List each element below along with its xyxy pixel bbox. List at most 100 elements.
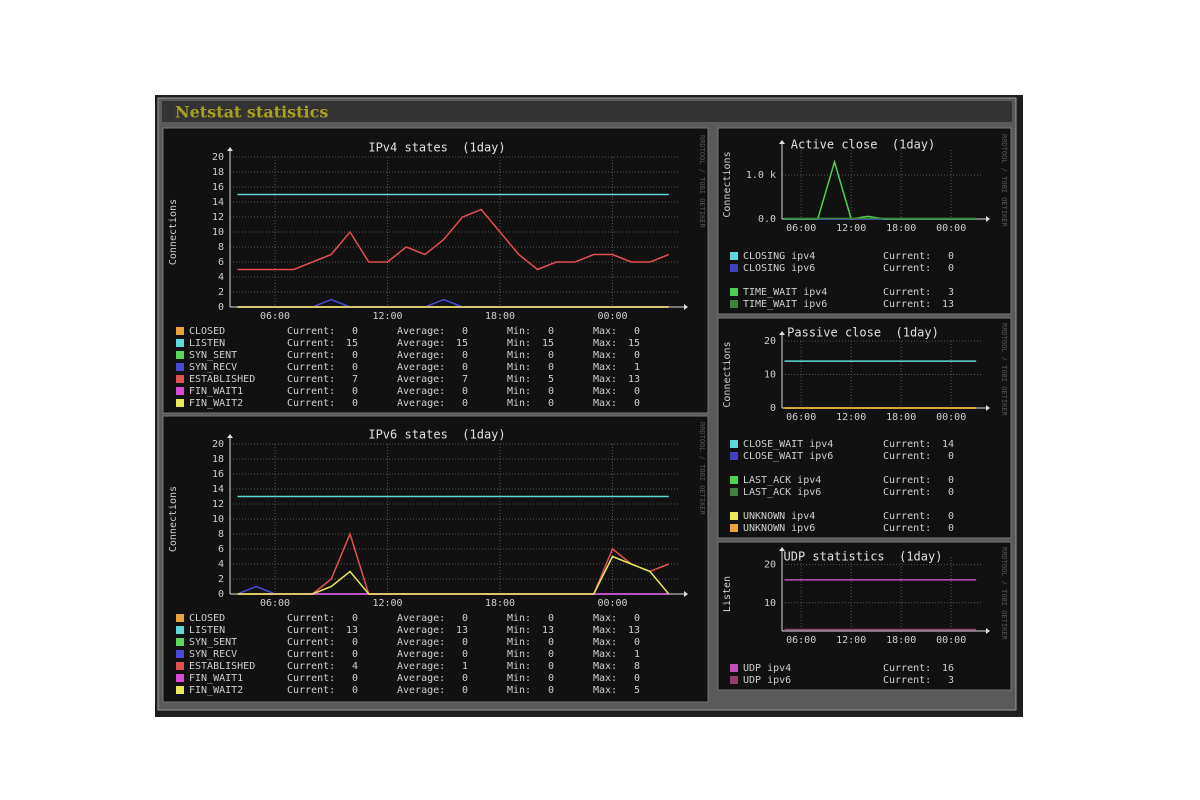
stat-value: 0 — [352, 350, 358, 361]
y-tick-label: 0.0 — [758, 214, 776, 225]
legend-swatch — [176, 650, 184, 658]
stat-label: Current: — [883, 439, 931, 450]
x-tick-label: 18:00 — [485, 311, 515, 322]
graph-title: Active close (1day) — [791, 138, 936, 152]
legend-name: ESTABLISHED — [189, 661, 255, 672]
stat-value: 0 — [462, 386, 468, 397]
graph-box — [717, 541, 1012, 691]
stat-value: 0 — [548, 386, 554, 397]
x-tick-label: 12:00 — [836, 412, 866, 423]
stat-value: 15 — [346, 338, 358, 349]
y-axis-label: Connections — [168, 199, 179, 265]
legend-swatch — [730, 476, 738, 484]
stat-label: Current: — [883, 263, 931, 274]
stat-value: 1 — [462, 661, 468, 672]
stat-value: 3 — [948, 287, 954, 298]
stat-value: 3 — [948, 675, 954, 686]
stat-label: Max: — [593, 350, 617, 361]
stat-value: 7 — [352, 374, 358, 385]
stat-value: 15 — [542, 338, 554, 349]
axis-arrow — [779, 331, 785, 335]
stat-value: 0 — [948, 263, 954, 274]
legend-name: CLOSED — [189, 613, 225, 624]
stat-label: Current: — [883, 451, 931, 462]
legend-name: UDP ipv4 — [743, 663, 791, 674]
stat-value: 0 — [634, 637, 640, 648]
stat-value: 16 — [942, 663, 954, 674]
x-tick-label: 00:00 — [597, 598, 627, 609]
stat-label: Current: — [287, 673, 335, 684]
stat-label: Current: — [883, 487, 931, 498]
stat-value: 0 — [352, 649, 358, 660]
stat-label: Min: — [507, 338, 531, 349]
legend-swatch — [730, 512, 738, 520]
y-tick-label: 20 — [212, 152, 224, 163]
x-tick-label: 12:00 — [836, 223, 866, 234]
axis-arrow — [779, 547, 785, 551]
graph-title: UDP statistics (1day) — [784, 550, 943, 564]
legend-name: LISTEN — [189, 625, 225, 636]
stat-value: 0 — [634, 326, 640, 337]
stat-label: Current: — [883, 287, 931, 298]
stat-label: Max: — [593, 685, 617, 696]
stat-label: Average: — [397, 649, 445, 660]
graph-box — [717, 127, 1012, 315]
stat-label: Average: — [397, 326, 445, 337]
stat-value: 13 — [456, 625, 468, 636]
legend-name: CLOSING ipv4 — [743, 251, 815, 262]
stat-label: Max: — [593, 338, 617, 349]
stat-value: 13 — [628, 625, 640, 636]
stat-label: Max: — [593, 374, 617, 385]
y-tick-label: 10 — [764, 370, 776, 381]
stat-value: 0 — [352, 673, 358, 684]
stat-value: 0 — [462, 362, 468, 373]
graph-title: IPv4 states (1day) — [368, 141, 505, 155]
stat-value: 0 — [634, 350, 640, 361]
stat-value: 0 — [948, 487, 954, 498]
stat-label: Current: — [287, 362, 335, 373]
axis-arrow — [986, 216, 990, 222]
watermark: RRDTOOL / TOBI OETIKER — [698, 135, 706, 229]
legend-name: CLOSING ipv6 — [743, 263, 815, 274]
stat-value: 0 — [548, 398, 554, 409]
stat-label: Min: — [507, 386, 531, 397]
stat-label: Current: — [287, 661, 335, 672]
legend-swatch — [730, 264, 738, 272]
stat-value: 0 — [352, 398, 358, 409]
y-axis-label: Listen — [722, 576, 733, 612]
title-bar — [162, 101, 1012, 122]
legend-name: LISTEN — [189, 338, 225, 349]
y-tick-label: 10 — [212, 227, 224, 238]
x-tick-label: 06:00 — [786, 223, 816, 234]
stat-label: Max: — [593, 326, 617, 337]
y-axis-label: Connections — [722, 341, 733, 407]
x-tick-label: 00:00 — [597, 311, 627, 322]
x-tick-label: 00:00 — [936, 635, 966, 646]
stat-label: Average: — [397, 661, 445, 672]
legend-swatch — [730, 676, 738, 684]
legend-swatch — [176, 638, 184, 646]
legend-swatch — [730, 524, 738, 532]
stat-value: 13 — [942, 299, 954, 310]
stat-value: 0 — [462, 673, 468, 684]
y-tick-label: 16 — [212, 469, 224, 480]
x-tick-label: 18:00 — [886, 223, 916, 234]
legend-swatch — [730, 440, 738, 448]
stat-value: 0 — [462, 649, 468, 660]
legend-swatch — [730, 452, 738, 460]
legend-swatch — [176, 674, 184, 682]
stat-label: Max: — [593, 398, 617, 409]
y-tick-label: 2 — [218, 287, 224, 298]
stat-value: 0 — [948, 475, 954, 486]
x-tick-label: 00:00 — [936, 412, 966, 423]
y-tick-label: 0 — [770, 403, 776, 414]
stat-value: 0 — [948, 511, 954, 522]
y-tick-label: 8 — [218, 242, 224, 253]
stat-label: Current: — [287, 685, 335, 696]
legend-name: FIN_WAIT2 — [189, 398, 243, 409]
legend-name: UNKNOWN ipv6 — [743, 523, 815, 534]
y-tick-label: 12 — [212, 499, 224, 510]
series-line — [237, 555, 670, 595]
legend-swatch — [176, 363, 184, 371]
stat-value: 0 — [352, 326, 358, 337]
